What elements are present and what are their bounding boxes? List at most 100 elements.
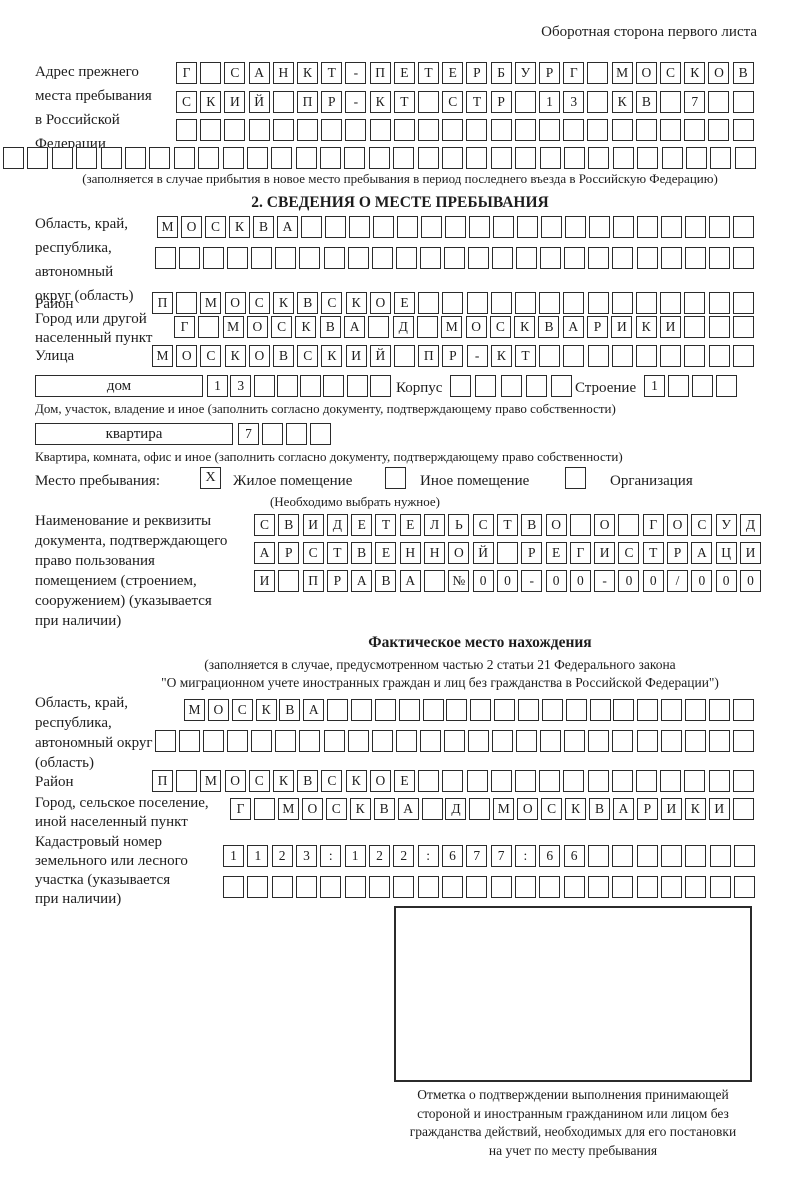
char-cell[interactable] xyxy=(179,247,201,269)
char-cell[interactable]: Г xyxy=(569,542,591,564)
char-cell[interactable] xyxy=(418,770,440,792)
char-cell[interactable]: В xyxy=(351,542,373,564)
char-cell[interactable]: П xyxy=(152,770,173,792)
char-cell[interactable] xyxy=(660,730,682,752)
char-cell[interactable]: П xyxy=(418,345,440,367)
char-cell[interactable]: С xyxy=(224,62,246,84)
char-cell[interactable]: - xyxy=(345,91,367,113)
char-cell[interactable]: Г xyxy=(174,316,195,338)
char-cell[interactable] xyxy=(286,423,307,445)
char-cell[interactable] xyxy=(661,147,683,169)
char-cell[interactable]: И xyxy=(708,798,730,820)
char-cell[interactable] xyxy=(708,730,730,752)
char-cell[interactable]: Е xyxy=(351,514,373,536)
char-cell[interactable]: П xyxy=(302,570,324,592)
char-cell[interactable] xyxy=(636,292,658,314)
char-cell[interactable]: : xyxy=(417,845,439,867)
char-cell[interactable] xyxy=(176,119,197,141)
char-cell[interactable] xyxy=(734,147,756,169)
char-cell[interactable] xyxy=(733,216,754,238)
char-cell[interactable] xyxy=(176,770,198,792)
char-cell[interactable] xyxy=(397,216,418,238)
char-cell[interactable]: Д xyxy=(739,514,761,536)
char-cell[interactable] xyxy=(709,845,731,867)
char-cell[interactable]: М xyxy=(611,62,633,84)
char-cell[interactable]: К xyxy=(321,345,343,367)
char-cell[interactable] xyxy=(421,798,443,820)
char-cell[interactable] xyxy=(514,91,536,113)
char-cell[interactable] xyxy=(563,292,585,314)
char-cell[interactable]: : xyxy=(320,845,342,867)
char-cell[interactable]: Р xyxy=(636,798,658,820)
char-cell[interactable]: 1 xyxy=(207,375,228,397)
char-cell[interactable]: Й xyxy=(369,345,391,367)
char-cell[interactable]: С xyxy=(541,798,563,820)
char-cell[interactable]: О xyxy=(448,542,470,564)
char-cell[interactable]: А xyxy=(613,798,634,820)
char-cell[interactable] xyxy=(685,845,707,867)
char-cell[interactable]: Е xyxy=(375,542,397,564)
char-cell[interactable]: Е xyxy=(545,542,567,564)
char-cell[interactable]: М xyxy=(157,216,178,238)
char-cell[interactable]: Ц xyxy=(715,542,737,564)
char-cell[interactable] xyxy=(668,375,689,397)
char-cell[interactable] xyxy=(3,147,24,169)
char-cell[interactable] xyxy=(636,730,658,752)
char-cell[interactable] xyxy=(393,876,415,898)
char-cell[interactable] xyxy=(588,147,610,169)
char-cell[interactable] xyxy=(369,375,391,397)
char-cell[interactable] xyxy=(124,147,146,169)
char-cell[interactable]: К xyxy=(345,292,367,314)
char-cell[interactable] xyxy=(301,216,322,238)
char-cell[interactable]: В xyxy=(635,91,657,113)
char-cell[interactable] xyxy=(661,699,683,721)
char-cell[interactable]: Б xyxy=(490,62,512,84)
char-cell[interactable]: С xyxy=(271,316,293,338)
char-cell[interactable] xyxy=(613,699,635,721)
char-cell[interactable]: К xyxy=(369,91,391,113)
char-cell[interactable] xyxy=(442,292,464,314)
char-cell[interactable]: - xyxy=(521,570,543,592)
char-cell[interactable]: О xyxy=(635,62,657,84)
char-cell[interactable]: О xyxy=(207,699,229,721)
char-cell[interactable] xyxy=(516,730,538,752)
char-cell[interactable]: А xyxy=(254,542,275,564)
char-cell[interactable] xyxy=(222,147,244,169)
char-cell[interactable]: С xyxy=(321,292,343,314)
char-cell[interactable] xyxy=(692,375,713,397)
char-cell[interactable] xyxy=(251,730,273,752)
char-cell[interactable]: И xyxy=(739,542,761,564)
char-cell[interactable] xyxy=(563,770,585,792)
char-cell[interactable] xyxy=(612,876,634,898)
char-cell[interactable] xyxy=(636,876,658,898)
char-cell[interactable] xyxy=(395,247,417,269)
char-cell[interactable] xyxy=(500,375,522,397)
char-cell[interactable] xyxy=(708,770,730,792)
char-cell[interactable] xyxy=(636,770,658,792)
char-cell[interactable]: 0 xyxy=(691,570,713,592)
char-cell[interactable] xyxy=(613,216,634,238)
char-cell[interactable]: Р xyxy=(326,570,348,592)
char-cell[interactable] xyxy=(198,316,220,338)
char-cell[interactable] xyxy=(323,375,345,397)
char-cell[interactable] xyxy=(684,247,706,269)
char-cell[interactable]: 7 xyxy=(490,845,512,867)
char-cell[interactable] xyxy=(637,147,659,169)
char-cell[interactable] xyxy=(514,876,536,898)
char-cell[interactable]: - xyxy=(594,570,616,592)
char-cell[interactable] xyxy=(733,845,755,867)
char-cell[interactable] xyxy=(732,247,754,269)
char-cell[interactable]: 1 xyxy=(644,375,665,397)
char-cell[interactable] xyxy=(417,876,439,898)
char-cell[interactable] xyxy=(563,876,585,898)
char-cell[interactable]: К xyxy=(490,345,512,367)
char-cell[interactable] xyxy=(371,247,393,269)
char-cell[interactable] xyxy=(637,699,659,721)
char-cell[interactable] xyxy=(732,345,754,367)
char-cell[interactable] xyxy=(470,699,492,721)
char-cell[interactable]: О xyxy=(545,514,567,536)
char-cell[interactable]: С xyxy=(297,345,319,367)
char-cell[interactable] xyxy=(490,292,512,314)
char-cell[interactable]: С xyxy=(618,542,640,564)
char-cell[interactable]: Р xyxy=(466,62,488,84)
